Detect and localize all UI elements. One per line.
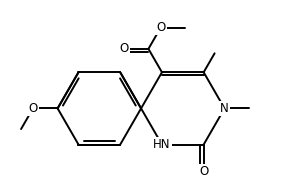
Text: O: O [199, 165, 208, 178]
Text: O: O [156, 21, 165, 34]
Text: HN: HN [153, 138, 171, 151]
Text: O: O [119, 42, 129, 55]
Text: N: N [220, 102, 229, 115]
Text: O: O [28, 102, 38, 115]
